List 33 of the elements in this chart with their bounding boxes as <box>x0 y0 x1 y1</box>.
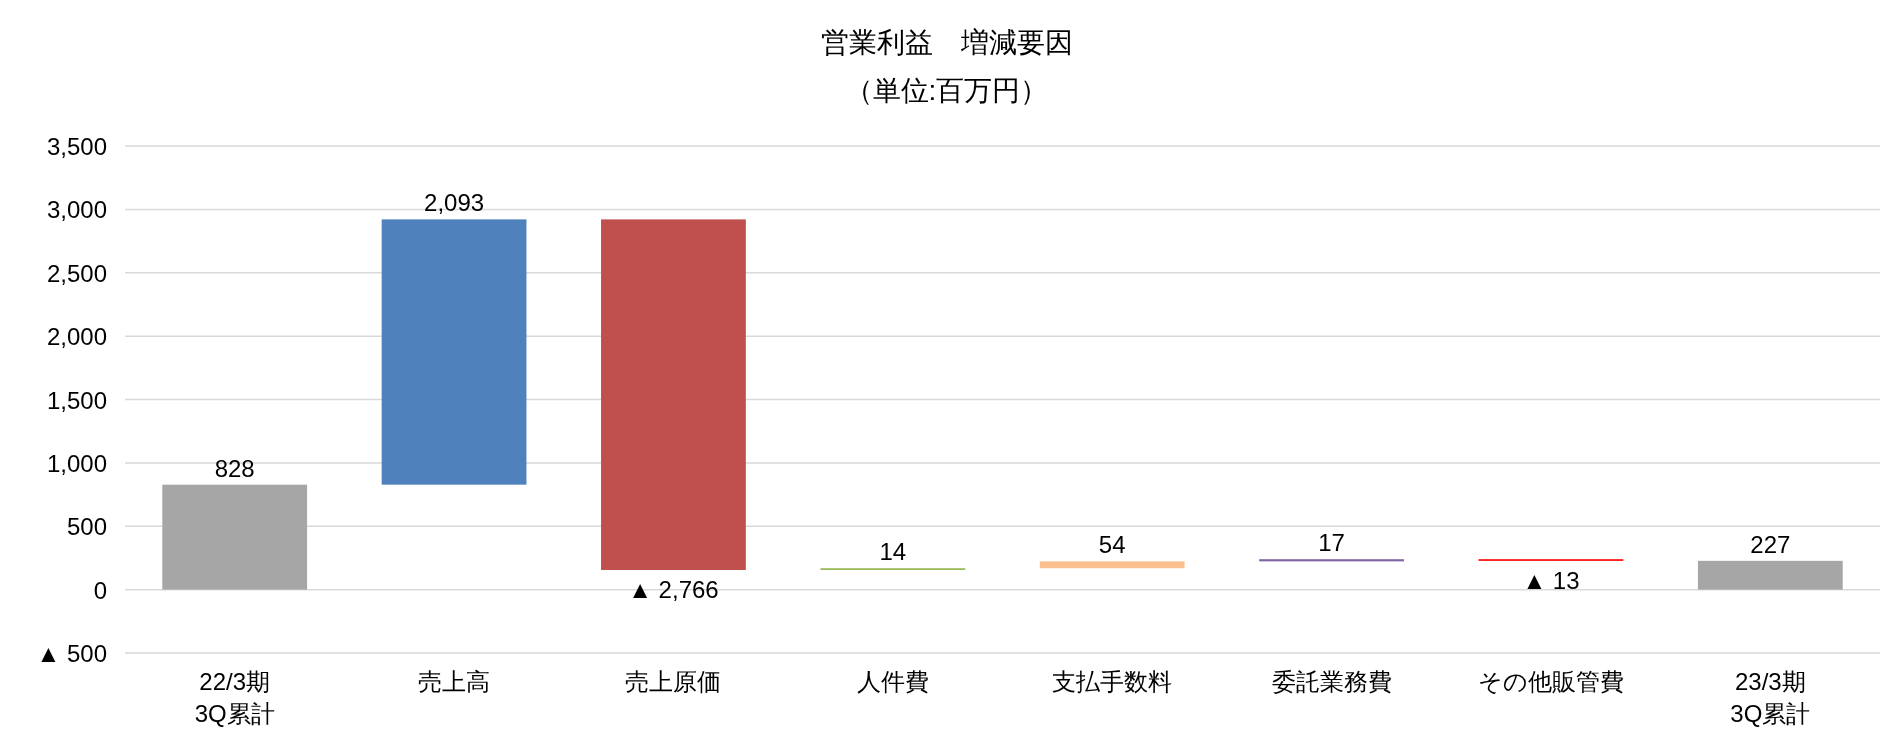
x-tick-label: その他販管費 <box>1477 668 1624 695</box>
y-tick-label: 500 <box>66 513 107 541</box>
x-tick-label: 人件費 <box>856 668 929 695</box>
y-tick-label: 1,000 <box>46 449 107 477</box>
y-tick-label: 3,500 <box>46 133 107 160</box>
bar <box>1039 561 1185 569</box>
bar <box>162 484 308 590</box>
data-label: 17 <box>1318 529 1345 557</box>
y-tick-label: 3,000 <box>46 196 107 224</box>
data-label: ▲ 13 <box>1522 566 1580 594</box>
bar <box>1697 560 1843 590</box>
data-label: 227 <box>1750 530 1791 558</box>
bar <box>1259 559 1404 562</box>
y-tick-label: 1,500 <box>46 386 107 414</box>
x-tick-label: 委託業務費 <box>1271 668 1392 695</box>
bar <box>381 219 527 485</box>
chart-subtitle: （単位:百万円） <box>844 75 1049 106</box>
y-tick-label: 0 <box>93 576 107 604</box>
data-label: 2,093 <box>424 189 485 217</box>
y-tick-label: 2,500 <box>46 259 107 287</box>
chart-title: 営業利益 増減要因 <box>820 27 1073 58</box>
data-label: 14 <box>879 538 907 566</box>
x-tick-label: 22/3期 3Q累計 <box>194 668 275 727</box>
data-label: 828 <box>214 454 255 482</box>
y-tick-label: 2,000 <box>46 323 107 351</box>
x-tick-label: 売上高 <box>418 668 491 695</box>
x-tick-label: 売上原価 <box>625 668 722 695</box>
x-tick-label: 23/3期 3Q累計 <box>1730 668 1811 727</box>
y-tick-label: ▲ 500 <box>36 640 107 667</box>
data-label: 54 <box>1098 531 1126 559</box>
bar <box>601 219 746 570</box>
x-tick-label: 支払手数料 <box>1052 668 1173 695</box>
data-label: ▲ 2,766 <box>628 575 719 603</box>
